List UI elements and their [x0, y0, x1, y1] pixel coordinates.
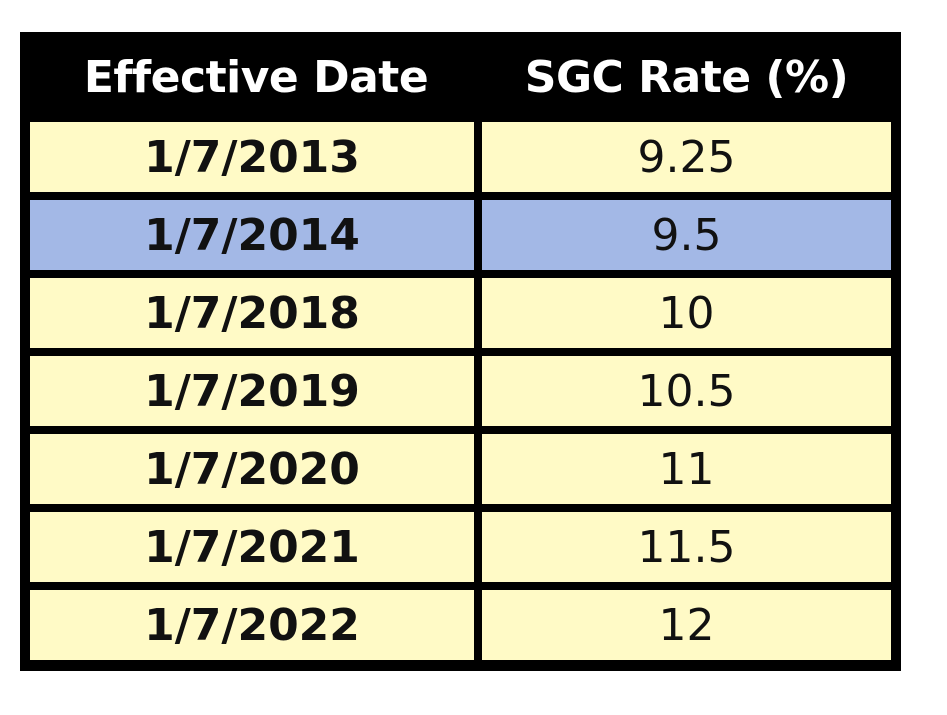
table-header-row: Effective Date SGC Rate (%) — [20, 32, 901, 122]
table-row: 1/7/2013 9.25 — [20, 122, 901, 192]
sgc-rate-table: Effective Date SGC Rate (%) 1/7/2013 9.25… — [20, 32, 901, 671]
effective-date-cell: 1/7/2022 — [30, 590, 474, 660]
sgc-rate-cell: 11 — [482, 434, 891, 504]
table-row: 1/7/2019 10.5 — [20, 356, 901, 426]
table-row: 1/7/2018 10 — [20, 278, 901, 348]
sgc-rate-cell: 12 — [482, 590, 891, 660]
table-row: 1/7/2014 9.5 — [20, 200, 901, 270]
table-row: 1/7/2021 11.5 — [20, 512, 901, 582]
sgc-rate-cell: 10 — [482, 278, 891, 348]
table-row: 1/7/2022 12 — [20, 590, 901, 660]
column-header-sgc-rate: SGC Rate (%) — [524, 51, 849, 103]
sgc-rate-cell: 9.5 — [482, 200, 891, 270]
sgc-rate-cell: 11.5 — [482, 512, 891, 582]
effective-date-cell: 1/7/2019 — [30, 356, 474, 426]
effective-date-cell: 1/7/2014 — [30, 200, 474, 270]
table-row: 1/7/2020 11 — [20, 434, 901, 504]
effective-date-cell: 1/7/2021 — [30, 512, 474, 582]
effective-date-cell: 1/7/2018 — [30, 278, 474, 348]
column-header-effective-date: Effective Date — [83, 51, 429, 103]
effective-date-cell: 1/7/2013 — [30, 122, 474, 192]
sgc-rate-cell: 10.5 — [482, 356, 891, 426]
sgc-rate-cell: 9.25 — [482, 122, 891, 192]
effective-date-cell: 1/7/2020 — [30, 434, 474, 504]
